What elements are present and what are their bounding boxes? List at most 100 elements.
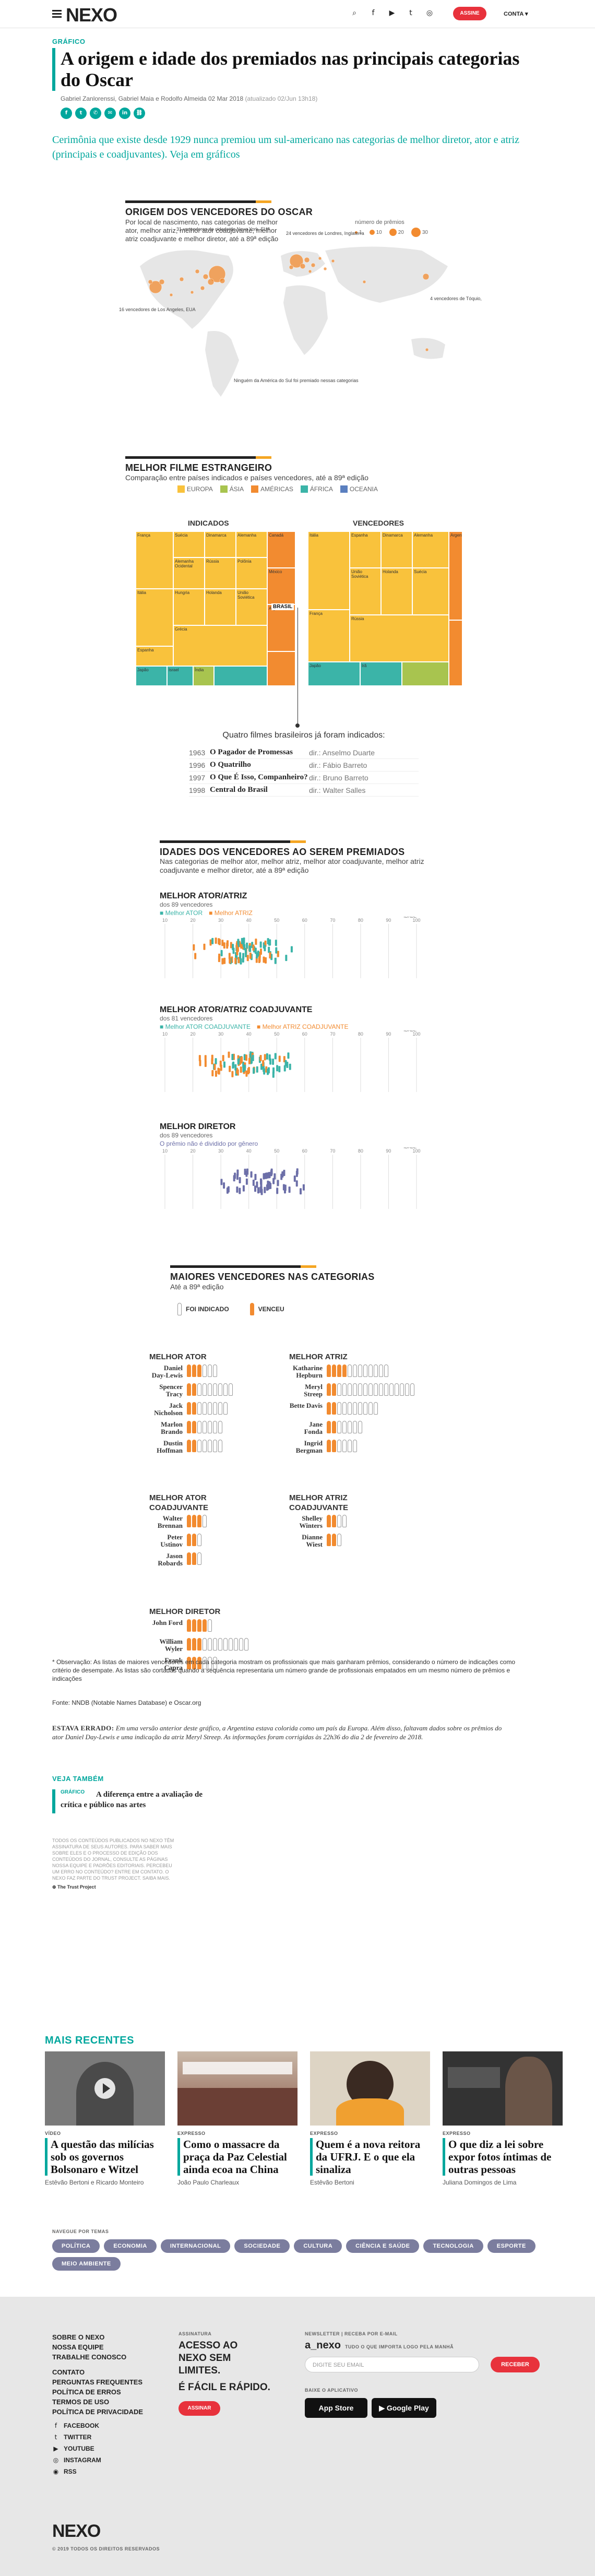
share-email-icon[interactable]: ✉: [104, 108, 116, 119]
card-title[interactable]: O que diz a lei sobre expor fotos íntima…: [443, 2138, 563, 2176]
age-mark: [256, 1066, 258, 1073]
sig-button[interactable]: ASSINAR: [178, 2401, 220, 2416]
age-mark: [237, 1058, 240, 1065]
see-also-link[interactable]: A diferença entre a avaliação de crítica…: [61, 1790, 203, 1809]
trust-project-logo[interactable]: ⊕ The Trust Project: [52, 1884, 96, 1890]
nominated-statuette: [337, 1383, 341, 1396]
nominated-statuette: [337, 1402, 341, 1415]
topic-chip[interactable]: MEIO AMBIENTE: [52, 2257, 121, 2271]
share-twitter-icon[interactable]: t: [75, 108, 87, 119]
tick-label: 100: [412, 918, 420, 923]
topic-chip[interactable]: POLÍTICA: [52, 2239, 100, 2253]
won-statuette: [332, 1534, 336, 1546]
winners-legend: FOI INDICADO VENCEU: [177, 1303, 284, 1315]
footer-social-link[interactable]: ▶ YOUTUBE: [52, 2445, 94, 2452]
nominated-statuette: [353, 1402, 357, 1415]
recent-card[interactable]: VÍDEO A questão das milícias sob os gove…: [45, 2051, 165, 2186]
share-facebook-icon[interactable]: f: [61, 108, 72, 119]
age-mark: [265, 957, 267, 964]
card-title[interactable]: Quem é a nova reitora da UFRJ. E o que e…: [310, 2138, 430, 2176]
menu-icon[interactable]: [52, 10, 62, 18]
twitter-icon[interactable]: t: [409, 9, 412, 17]
account-menu[interactable]: CONTA ▾: [504, 11, 528, 17]
footer-social-link[interactable]: ◉ RSS: [53, 2468, 77, 2475]
footer-link[interactable]: TRABALHE CONOSCO: [52, 2353, 127, 2361]
tm-cell: [449, 620, 462, 686]
tick-label: 40: [246, 1148, 252, 1154]
won-statuette: [197, 1515, 201, 1527]
topic-chip[interactable]: SOCIEDADE: [234, 2239, 290, 2253]
age-mark: [260, 1181, 263, 1188]
tick-label: 20: [191, 1031, 196, 1037]
tm-cell: Índia: [193, 666, 214, 686]
winner-name: Walter Brennan: [157, 1514, 183, 1529]
legend-b: ■ Melhor ATRIZ: [209, 909, 253, 917]
card-image[interactable]: [443, 2051, 563, 2126]
nominated-statuette: [203, 1402, 207, 1415]
nominated-statuette: [342, 1440, 347, 1452]
footer-logo[interactable]: NEXO: [52, 2521, 101, 2541]
winner-name: Jack Nicholson: [154, 1402, 183, 1417]
footer-link[interactable]: SOBRE O NEXO: [52, 2333, 105, 2341]
won-statuette: [192, 1421, 196, 1433]
nominated-statuette: [223, 1638, 228, 1651]
footer-link[interactable]: CONTATO: [52, 2368, 85, 2376]
age-mark: [239, 1188, 241, 1194]
title-accent-bar: [52, 48, 55, 91]
topic-chip[interactable]: INTERNACIONAL: [160, 2239, 231, 2253]
share-linkedin-icon[interactable]: in: [119, 108, 130, 119]
see-also-accent: [52, 1789, 55, 1813]
tm-cell: União Soviética: [350, 568, 381, 615]
age-mark: [266, 1184, 268, 1191]
footer-social-link[interactable]: f FACEBOOK: [52, 2422, 99, 2429]
newsletter-submit-button[interactable]: RECEBER: [491, 2357, 540, 2372]
youtube-icon[interactable]: ▶: [389, 9, 395, 17]
age-mark: [220, 1179, 223, 1185]
card-title[interactable]: Como o massacre da praça da Paz Celestia…: [177, 2138, 298, 2176]
section-divider: [125, 456, 271, 459]
footer-link[interactable]: POLÍTICA DE ERROS: [52, 2388, 121, 2396]
topic-chip[interactable]: TECNOLOGIA: [423, 2239, 483, 2253]
topic-chip[interactable]: CIÊNCIA E SAÚDE: [346, 2239, 420, 2253]
card-image[interactable]: [310, 2051, 430, 2126]
recent-card[interactable]: EXPRESSO O que diz a lei sobre expor fot…: [443, 2051, 563, 2186]
footer-link[interactable]: NOSSA EQUIPE: [52, 2343, 104, 2351]
won-statuette: [192, 1638, 196, 1651]
winner-statuettes: [327, 1421, 362, 1433]
age-mark: [263, 1173, 265, 1180]
footer-link[interactable]: POLÍTICA DE PRIVACIDADE: [52, 2408, 144, 2416]
card-title[interactable]: A questão das milícias sob os governos B…: [45, 2138, 165, 2176]
googleplay-button[interactable]: ▶ Google Play: [372, 2398, 436, 2418]
topic-chip[interactable]: ECONOMIA: [104, 2239, 157, 2253]
footer-link[interactable]: PERGUNTAS FREQUENTES: [52, 2378, 143, 2386]
recent-card[interactable]: EXPRESSO Como o massacre da praça da Paz…: [177, 2051, 298, 2186]
site-logo[interactable]: NEXO: [66, 4, 117, 26]
topic-chip[interactable]: CULTURA: [294, 2239, 342, 2253]
age-mark: [236, 1186, 239, 1193]
age-mark: [232, 1061, 235, 1068]
footer-link[interactable]: TERMOS DE USO: [52, 2398, 110, 2406]
age-mark: [220, 1064, 222, 1071]
newsletter-email-input[interactable]: DIGITE SEU EMAIL: [305, 2357, 479, 2372]
footer-social-link[interactable]: ◎ INSTAGRAM: [53, 2456, 101, 2464]
tm-cell: Itália: [136, 589, 173, 646]
age-mark: [285, 955, 288, 961]
won-statuette: [192, 1552, 196, 1565]
search-icon[interactable]: ⌕: [352, 9, 356, 17]
instagram-icon[interactable]: ◎: [426, 9, 433, 17]
share-whatsapp-icon[interactable]: ✆: [90, 108, 101, 119]
footer-social-link[interactable]: t TWITTER: [52, 2433, 92, 2441]
facebook-icon[interactable]: f: [372, 9, 375, 17]
card-image[interactable]: [177, 2051, 298, 2126]
card-image[interactable]: [45, 2051, 165, 2126]
tm-cell: Polônia: [236, 557, 267, 589]
age-mark: [246, 955, 249, 961]
age-mark: [240, 958, 242, 965]
appstore-button[interactable]: App Store: [305, 2398, 367, 2418]
recent-card[interactable]: EXPRESSO Quem é a nova reitora da UFRJ. …: [310, 2051, 430, 2186]
tm-cell: Suécia: [412, 568, 449, 615]
topic-chip[interactable]: ESPORTE: [487, 2239, 536, 2253]
age-mark: [243, 1054, 246, 1061]
subscribe-button[interactable]: ASSINE: [453, 7, 486, 20]
share-link-icon[interactable]: ⛓: [134, 108, 145, 119]
